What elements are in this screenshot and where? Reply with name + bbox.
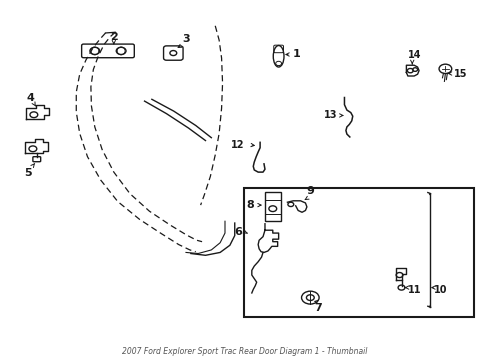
Text: 9: 9 <box>306 186 314 196</box>
Text: 8: 8 <box>246 200 254 210</box>
Text: 15: 15 <box>453 69 467 79</box>
Bar <box>264 192 280 221</box>
Text: 2: 2 <box>110 32 118 42</box>
Text: 4: 4 <box>26 93 34 103</box>
Text: 1: 1 <box>292 49 300 59</box>
Text: 3: 3 <box>182 34 189 44</box>
Text: 14: 14 <box>407 50 420 60</box>
Text: 5: 5 <box>24 168 32 178</box>
Text: 7: 7 <box>314 303 322 312</box>
Text: 10: 10 <box>433 285 447 296</box>
Text: 6: 6 <box>234 227 242 237</box>
Bar <box>243 188 473 317</box>
Text: 12: 12 <box>230 140 244 150</box>
Text: 13: 13 <box>323 111 336 121</box>
Text: 11: 11 <box>407 285 421 296</box>
Text: 2007 Ford Explorer Sport Trac Rear Door Diagram 1 - Thumbnail: 2007 Ford Explorer Sport Trac Rear Door … <box>122 347 366 356</box>
